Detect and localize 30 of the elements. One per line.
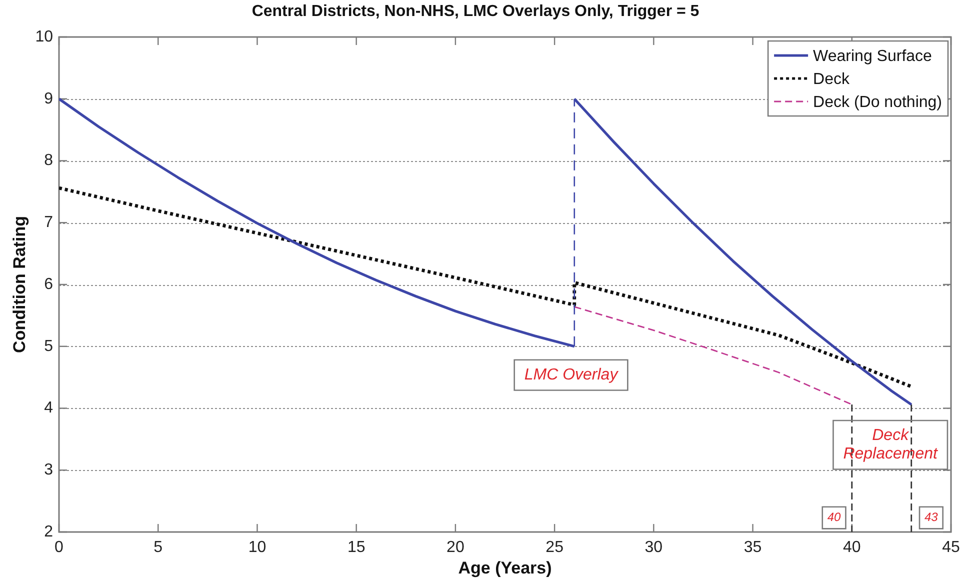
annotation: 43	[924, 510, 938, 524]
x-tick-label: 25	[546, 539, 564, 556]
y-tick-label: 2	[44, 523, 54, 540]
x-tick-label: 30	[644, 539, 663, 556]
x-tick-label: 15	[347, 539, 366, 556]
y-tick-label: 5	[44, 338, 54, 355]
y-tick-label: 8	[44, 152, 54, 170]
line-series	[59, 186, 914, 388]
x-tick-label: 0	[54, 539, 64, 556]
y-tick-label: 7	[44, 214, 54, 232]
x-tick-label: 35	[744, 539, 762, 556]
x-tick-label: 10	[248, 539, 266, 556]
x-tick-label: 45	[942, 539, 960, 556]
y-tick-label: 9	[44, 90, 54, 108]
x-tick-label: 20	[446, 539, 464, 556]
legend-label: Wearing Surface	[813, 48, 932, 65]
legend-label: Deck (Do nothing)	[813, 94, 942, 111]
annotation: LMC Overlay	[524, 366, 619, 384]
legend-label: Deck	[813, 70, 851, 88]
annotation: 40	[827, 510, 842, 524]
y-axis-title: Condition Rating	[10, 216, 29, 353]
y-tick-label: 6	[44, 276, 54, 293]
y-tick-label: 3	[44, 462, 54, 479]
x-tick-label: 40	[842, 539, 861, 556]
y-tick-label: 4	[44, 400, 54, 417]
y-tick-label: 10	[35, 28, 54, 46]
chart-title: Central Districts, Non-NHS, LMC Overlays Only, Trigger = 5	[252, 3, 700, 20]
annotation: Deck Replacement	[843, 427, 938, 463]
x-tick-label: 5	[154, 539, 163, 556]
x-axis-title: Age (Years)	[458, 558, 552, 578]
